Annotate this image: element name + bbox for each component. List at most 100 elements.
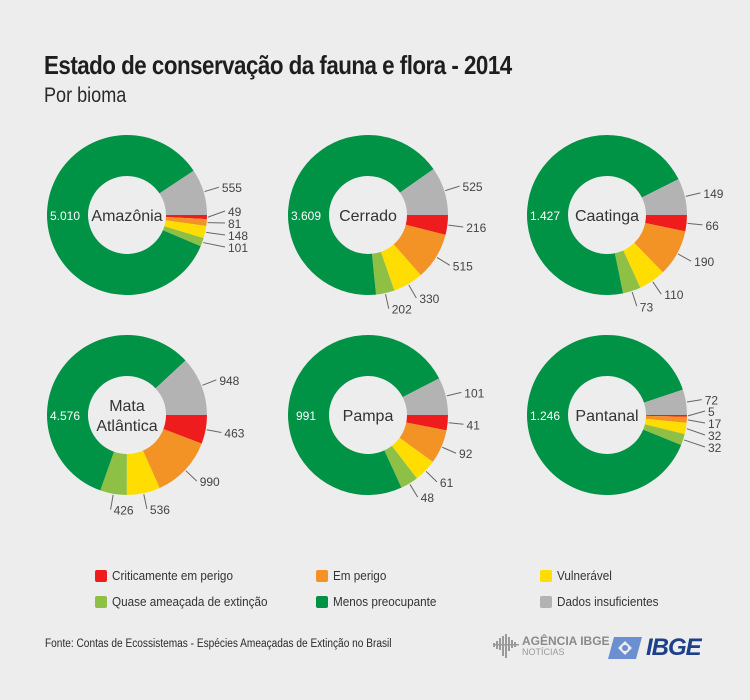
donut-slice-6 [641, 179, 687, 215]
donut-slice-5 [47, 135, 201, 295]
value-label: 32 [708, 429, 722, 443]
legend-label: Criticamente em perigo [112, 568, 233, 583]
value-label: 32 [708, 441, 722, 455]
biome-label: Cerrado [339, 208, 397, 225]
legend-swatch [316, 595, 328, 608]
value-label: 41 [467, 418, 481, 432]
legend-label: Quase ameaçada de extinção [112, 594, 268, 609]
value-label: 3.609 [291, 209, 321, 223]
value-label: 72 [705, 394, 719, 408]
donut-slice-6 [159, 170, 207, 215]
donut-pampa: 41 92 61 48 991 101 Pampa [288, 334, 485, 505]
donut-slice-1 [163, 415, 207, 444]
donut-slice-2 [634, 222, 686, 273]
donut-slice-2 [645, 415, 687, 423]
donut-slice-4 [100, 451, 127, 495]
value-label: 515 [453, 259, 473, 273]
leader-line [143, 494, 148, 510]
donut-slice-4 [162, 226, 204, 247]
donut-hole [88, 376, 166, 454]
value-label: 1.246 [530, 409, 560, 423]
donut-slice-1 [645, 215, 687, 232]
donut-slice-5 [288, 135, 434, 295]
leader-line [652, 281, 662, 295]
legend: Criticamente em perigo Em perigo Vulnerá… [95, 568, 715, 618]
biome-label: Caatinga [575, 208, 639, 225]
donut-slice-2 [142, 428, 202, 489]
donut-slice-5 [288, 334, 440, 495]
value-label: 101 [228, 241, 248, 255]
donut-mata-atlantica: 463 990 536 426 4.576 948 Mata Atlântica [46, 334, 245, 518]
donut-slice-2 [165, 217, 207, 226]
agencia-ibge-logo: AGÊNCIA IBGE NOTÍCIAS [493, 634, 610, 658]
donut-hole [568, 176, 646, 254]
biome-label: Mata [109, 398, 145, 415]
value-label: 61 [440, 476, 454, 490]
leader-line [206, 231, 226, 236]
biome-label: Pampa [343, 408, 394, 425]
leader-line [207, 210, 226, 218]
donut-slice-6 [402, 378, 448, 415]
value-label: 463 [224, 426, 244, 440]
value-label: 5.010 [50, 209, 80, 223]
value-label: 216 [466, 221, 486, 235]
donut-slice-3 [391, 437, 433, 479]
value-label: 555 [222, 181, 242, 195]
agencia-label: AGÊNCIA IBGE [522, 634, 610, 648]
leader-line [385, 293, 390, 309]
value-label: 990 [200, 475, 220, 489]
donut-slice-6 [399, 169, 448, 215]
leader-line [677, 253, 692, 262]
leader-line [202, 379, 217, 386]
value-label: 525 [463, 180, 483, 194]
legend-item-em-perigo: Em perigo [316, 568, 392, 583]
donut-slice-1 [165, 215, 207, 220]
leader-line [110, 494, 114, 510]
leader-line [409, 484, 419, 498]
value-label: 5 [708, 405, 715, 419]
legend-swatch [95, 595, 107, 608]
value-label: 149 [703, 187, 723, 201]
leader-line [425, 471, 438, 483]
leader-line [686, 399, 702, 403]
donut-slice-4 [614, 250, 641, 294]
leader-line [445, 185, 460, 192]
legend-label: Vulnerável [557, 568, 612, 583]
leader-line [685, 192, 701, 197]
source-note: Fonte: Contas de Ecossistemas - Espécies… [45, 638, 392, 650]
donut-slice-5 [526, 135, 679, 296]
donut-cerrado: 216 515 330 202 3.609 525 Cerrado [288, 135, 487, 317]
ibge-logo: IBGE [608, 634, 702, 662]
donut-slice-5 [527, 334, 683, 495]
leader-line [683, 439, 706, 448]
legend-label: Dados insuficientes [557, 594, 659, 609]
legend-label: Em perigo [333, 568, 387, 583]
legend-swatch [95, 569, 107, 582]
value-label: 81 [228, 217, 242, 231]
leader-line [436, 256, 451, 266]
donut-slice-4 [371, 251, 395, 295]
biome-label: Pantanal [575, 408, 638, 425]
legend-swatch [540, 569, 552, 582]
chart-title: Estado de conservação da fauna e flora -… [44, 50, 512, 80]
donut-slice-1 [406, 415, 448, 431]
value-label: 1.427 [530, 209, 560, 223]
donut-slice-3 [126, 450, 160, 495]
leader-line [203, 242, 226, 248]
donut-slice-1 [405, 215, 448, 235]
legend-swatch [316, 569, 328, 582]
donut-slice-3 [623, 242, 663, 288]
value-label: 4.576 [50, 409, 80, 423]
leader-line [206, 429, 222, 433]
donut-slice-4 [384, 445, 417, 488]
donut-slice-6 [643, 389, 687, 415]
value-label: 48 [421, 491, 435, 505]
donut-hole [88, 176, 166, 254]
ibge-wordmark: IBGE [646, 634, 702, 661]
leader-line [446, 391, 462, 397]
value-label: 948 [219, 374, 239, 388]
value-label: 110 [664, 288, 683, 302]
soundwave-icon [493, 634, 519, 658]
